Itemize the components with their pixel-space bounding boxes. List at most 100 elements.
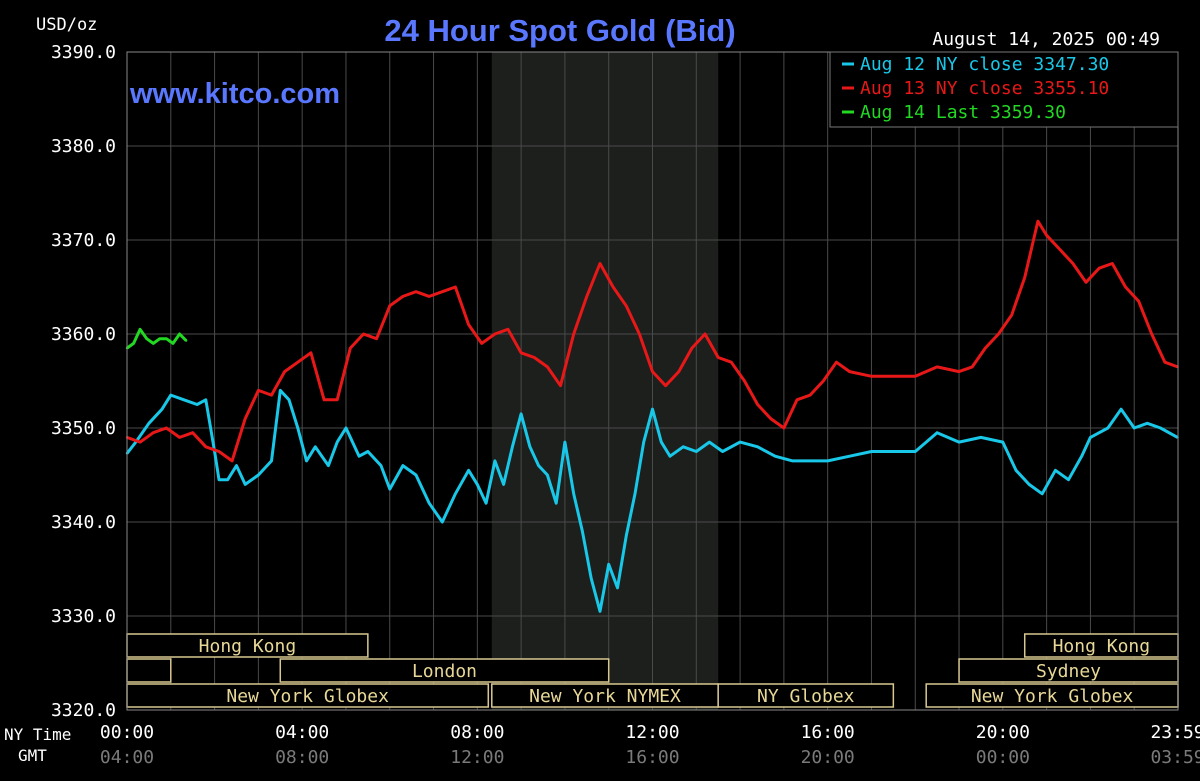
data-point: [441, 520, 444, 524]
data-point: [848, 370, 851, 373]
gridlines: [127, 52, 1178, 710]
data-point: [528, 445, 532, 448]
gmt-label: GMT: [18, 746, 47, 765]
data-point: [366, 450, 370, 453]
x-tick-label-ny: 08:00: [450, 722, 504, 743]
data-point: [217, 450, 221, 453]
series-line: [126, 219, 1179, 463]
data-point: [848, 455, 851, 458]
data-point: [870, 450, 873, 453]
session-label: London: [412, 661, 477, 682]
x-tick-label-ny: 04:00: [275, 722, 329, 743]
data-point: [441, 290, 444, 293]
data-point: [1098, 267, 1101, 270]
data-point: [1027, 483, 1031, 486]
x-tick-label-ny: 12:00: [625, 722, 679, 743]
chart-timestamp: August 14, 2025 00:49: [932, 29, 1160, 50]
site-watermark: www.kitco.com: [129, 78, 340, 110]
data-point: [642, 440, 645, 444]
data-point: [590, 577, 593, 580]
y-tick-label: 3340.0: [51, 512, 116, 533]
data-point: [414, 473, 418, 477]
data-point: [1014, 469, 1018, 472]
data-point: [625, 304, 628, 307]
data-point: [283, 370, 286, 373]
data-point: [651, 408, 654, 411]
data-point: [555, 502, 558, 505]
data-point: [957, 370, 961, 373]
data-point: [581, 530, 584, 533]
data-point: [782, 426, 786, 430]
series-line: [126, 327, 188, 350]
series-aug-13: [125, 219, 1179, 463]
session-bar: [279, 658, 610, 683]
x-axis-ticks: 00:00 04:00 08:00 12:00 16:00 20:00 23:59 04:00…: [100, 722, 1200, 768]
data-point: [357, 455, 361, 458]
data-point: [1084, 281, 1088, 284]
data-point: [979, 436, 983, 439]
data-point: [611, 285, 615, 289]
y-tick-label: 3350.0: [51, 418, 116, 439]
data-point: [401, 464, 405, 467]
data-point: [519, 412, 523, 416]
data-point: [336, 398, 339, 401]
data-point: [559, 384, 562, 387]
data-point: [506, 328, 510, 331]
data-point: [414, 290, 418, 293]
data-point: [401, 295, 405, 298]
data-point: [204, 445, 207, 448]
data-point: [493, 332, 497, 336]
data-point: [305, 459, 308, 463]
data-point: [638, 332, 641, 336]
data-point: [454, 492, 457, 495]
data-point: [690, 346, 694, 350]
series-aug-12: [125, 388, 1179, 613]
data-point: [1163, 361, 1167, 364]
data-point: [160, 408, 164, 411]
data-point: [147, 422, 151, 425]
data-point: [1010, 314, 1013, 317]
data-point: [322, 398, 326, 401]
data-point: [664, 384, 667, 387]
data-point: [756, 403, 759, 406]
data-point: [235, 464, 238, 467]
data-point: [572, 332, 575, 336]
y-tick-label: 3370.0: [51, 230, 116, 251]
data-point: [625, 534, 628, 538]
session-bars: Hong Kong Hong Kong London Sydney New York G…: [126, 633, 1179, 708]
y-tick-label: 3320.0: [51, 700, 116, 721]
data-point: [169, 393, 172, 397]
data-point: [1089, 436, 1092, 439]
data-point: [651, 370, 654, 373]
session-label: New York Globex: [226, 686, 389, 707]
data-point: [244, 417, 247, 420]
data-point: [388, 304, 391, 307]
data-point: [1146, 422, 1149, 425]
data-point: [633, 492, 637, 495]
data-point: [388, 487, 391, 491]
data-point: [773, 455, 777, 458]
series-aug-14: [125, 327, 188, 350]
data-point: [375, 337, 378, 340]
data-point: [892, 375, 895, 378]
data-point: [279, 389, 282, 392]
data-point: [379, 464, 383, 467]
data-point: [791, 459, 794, 463]
y-tick-label: 3390.0: [51, 42, 116, 63]
data-point: [598, 610, 602, 613]
data-point: [244, 483, 247, 486]
data-point: [454, 285, 457, 289]
x-tick-label-gmt: 12:00: [450, 747, 504, 768]
data-point: [997, 332, 1000, 336]
data-point: [152, 431, 155, 434]
x-tick-label-ny: 00:00: [100, 722, 154, 743]
data-point: [572, 492, 575, 495]
data-point: [1001, 440, 1004, 444]
data-point: [158, 337, 161, 340]
data-point: [270, 459, 273, 463]
data-point: [204, 398, 207, 401]
chart-title: 24 Hour Spot Gold (Bid): [384, 13, 735, 48]
x-tick-label-gmt: 08:00: [275, 747, 329, 768]
data-point: [178, 332, 181, 336]
